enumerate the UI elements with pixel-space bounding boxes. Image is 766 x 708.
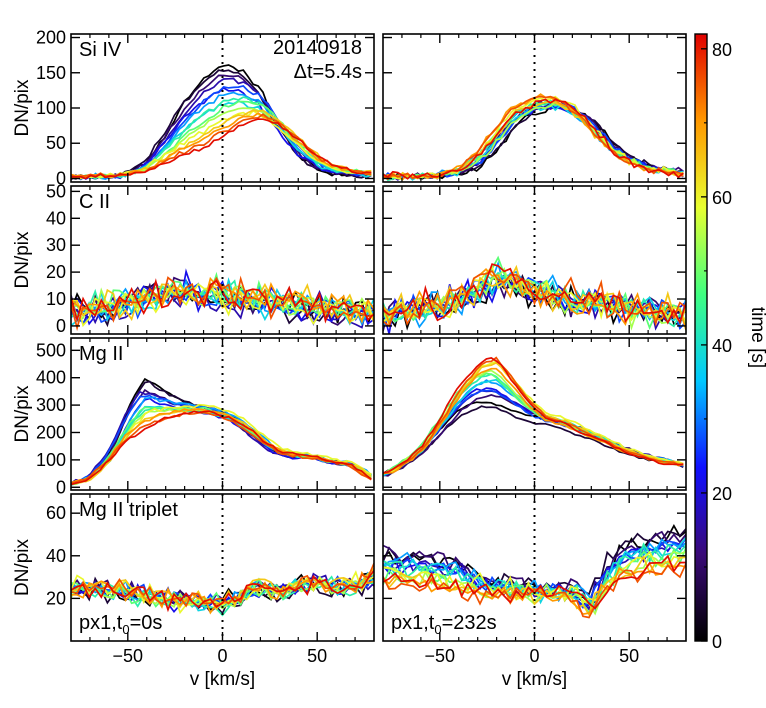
date-annotation: 20140918	[273, 37, 362, 59]
x-tick-label: 50	[307, 646, 327, 666]
series-line-t75_6	[383, 270, 686, 328]
y-tick-label: 50	[46, 181, 66, 201]
y-tick-label: 200	[36, 28, 66, 48]
series-line-t37_8	[383, 103, 684, 181]
series-line-t32_4	[383, 379, 684, 477]
cadence-annotation: Δt=5.4s	[294, 61, 362, 83]
series-line-t81	[71, 118, 372, 180]
series-line-t59_4	[383, 95, 684, 181]
y-axis-label: DN/pix	[12, 385, 33, 443]
y-tick-label: 10	[46, 289, 66, 309]
x-tick-label: 0	[217, 646, 227, 666]
series-group	[71, 377, 372, 486]
series-line-t59_4	[71, 282, 374, 328]
series-line-t64_8	[71, 282, 374, 322]
x-axis-label: v [km/s]	[502, 669, 567, 690]
series-line-t81	[383, 98, 684, 180]
series-group	[383, 524, 686, 619]
series-line-t81	[71, 569, 374, 613]
x-axis-label: v [km/s]	[190, 669, 255, 690]
series-line-t37_8	[383, 378, 684, 476]
y-tick-label: 40	[46, 546, 66, 566]
y-axis-label: DN/pix	[12, 79, 33, 137]
panel-r0-c1	[382, 33, 687, 183]
row-label: Mg II triplet	[79, 499, 178, 521]
colorbar-tick-label: 60	[712, 188, 732, 208]
colorbar-tick-label: 20	[712, 484, 732, 504]
series-line-t48_6	[383, 372, 684, 476]
panel-r1-c0: 0 10 20 30 40 50 DN/pix C II	[12, 181, 375, 336]
series-line-t0	[383, 105, 684, 181]
y-tick-label: 20	[46, 588, 66, 608]
colorbar-tick-label: 0	[712, 632, 722, 652]
series-line-t75_6	[383, 356, 684, 475]
series-line-t5_4	[383, 528, 686, 596]
y-tick-label: 0	[56, 316, 66, 336]
panel-r2-c0: 0 100 200 300 400 500 DN/pix Mg II	[12, 337, 375, 497]
y-tick-label: 300	[36, 395, 66, 415]
series-group	[383, 255, 686, 334]
row-label: Si IV	[79, 39, 122, 61]
series-line-t21_6	[383, 105, 684, 181]
series-line-t59_4	[71, 570, 374, 615]
series-line-t81	[383, 263, 686, 325]
colorbar-bar	[694, 33, 708, 642]
panel-r3-c1: −50 0 50 v [km/s] px1,t0=232s	[382, 493, 687, 690]
series-line-t81	[383, 356, 684, 474]
y-tick-label: 100	[36, 450, 66, 470]
y-tick-label: 40	[46, 208, 66, 228]
row-label: Mg II	[79, 343, 123, 365]
panel-r1-c1	[382, 185, 687, 335]
x-tick-label: 50	[619, 646, 639, 666]
series-line-t0	[71, 377, 372, 484]
series-line-t0	[383, 524, 686, 605]
y-tick-label: 200	[36, 422, 66, 442]
series-line-t75_6	[383, 95, 684, 181]
y-tick-label: 20	[46, 262, 66, 282]
x-tick-label: −50	[425, 646, 456, 666]
colorbar-tick-label: 40	[712, 336, 732, 356]
colorbar-tick-label: 80	[712, 40, 732, 60]
x-tick-label: 0	[529, 646, 539, 666]
series-line-t5_4	[383, 104, 684, 181]
y-tick-label: 500	[36, 340, 66, 360]
series-line-t81	[71, 410, 372, 486]
y-tick-label: 150	[36, 63, 66, 83]
series-group	[383, 356, 684, 477]
y-tick-label: 400	[36, 368, 66, 388]
y-axis-label: DN/pix	[12, 231, 33, 289]
pixel-t0-label: px1,t0=0s	[79, 612, 162, 637]
series-line-t75_6	[71, 113, 372, 178]
y-tick-label: 0	[56, 477, 66, 497]
series-line-t48_6	[71, 406, 372, 485]
pixel-t0-label: px1,t0=232s	[391, 612, 497, 637]
y-axis-label: DN/pix	[12, 538, 33, 596]
series-line-t75_6	[71, 562, 374, 608]
series-line-t70_2	[383, 268, 686, 330]
row-label: C II	[79, 191, 110, 213]
y-tick-label: 60	[46, 503, 66, 523]
series-group	[71, 64, 372, 181]
series-line-t59_4	[383, 550, 686, 605]
y-tick-label: 30	[46, 235, 66, 255]
colorbar: 0 20 40 60 80 time [s]	[694, 33, 766, 652]
panel-r2-c1	[382, 337, 687, 491]
colorbar-label: time [s]	[747, 307, 766, 368]
panel-r3-c0: 20 40 60 −50 0 50 v [km/s] DN/pix Mg II triplet p…	[12, 493, 375, 690]
y-tick-label: 0	[56, 168, 66, 188]
series-line-t5_4	[71, 380, 372, 484]
series-group	[383, 93, 684, 182]
series-line-t43_2	[383, 373, 684, 475]
y-tick-label: 50	[46, 133, 66, 153]
x-tick-label: −50	[113, 646, 144, 666]
y-tick-label: 100	[36, 98, 66, 118]
series-line-t16_2	[383, 105, 684, 181]
